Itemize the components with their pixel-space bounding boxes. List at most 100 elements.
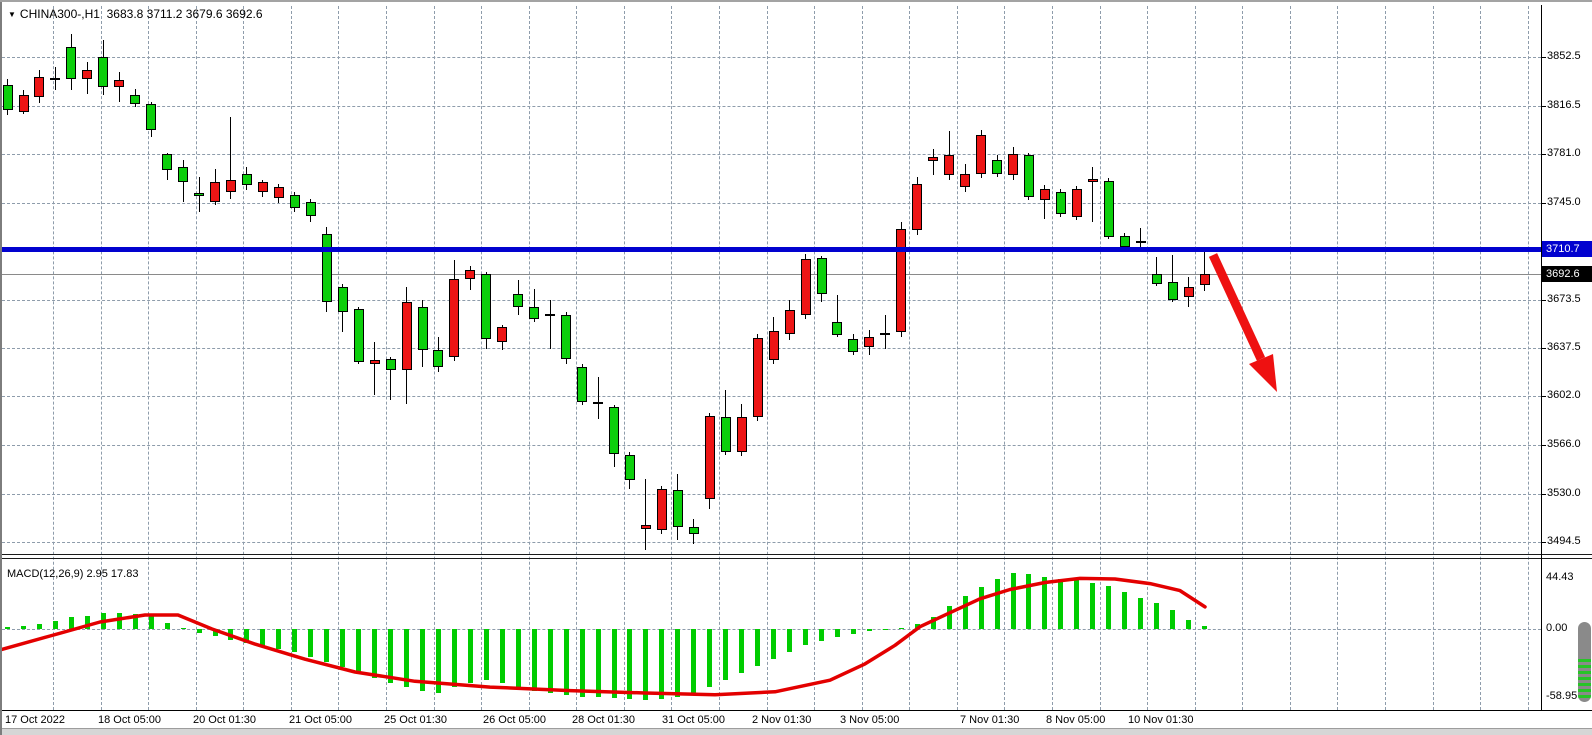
vertical-gridline (1004, 6, 1006, 710)
horizontal-gridline (2, 105, 1541, 107)
candle-body (114, 80, 125, 87)
chart-header: ▼ CHINA300-,H1 3683.8 3711.2 3679.6 3692.… (8, 7, 263, 21)
candle-body (864, 337, 875, 347)
candle-body (960, 174, 971, 187)
candle-body (784, 309, 795, 334)
candle-body (337, 286, 348, 312)
macd-histogram-bar (531, 629, 537, 691)
vertical-gridline (386, 6, 387, 710)
macd-histogram-bar (675, 629, 681, 697)
macd-histogram-bar (803, 629, 808, 646)
price-tick-mark (1541, 445, 1546, 447)
price-tick-mark (1541, 542, 1546, 543)
right-edge-meter[interactable] (1578, 622, 1591, 702)
vertical-gridline (1432, 6, 1434, 710)
vertical-gridline (148, 6, 150, 710)
macd-histogram-bar (611, 629, 617, 698)
vertical-gridline (1194, 6, 1196, 710)
candle-body (1039, 189, 1050, 200)
candle-wick (1172, 254, 1174, 302)
macd-histogram-bar (755, 629, 761, 667)
horizontal-gridline (2, 299, 1541, 301)
vertical-gridline (528, 6, 530, 710)
candle-body (449, 278, 460, 357)
candle-body (66, 47, 77, 80)
candle-body (273, 186, 284, 198)
macd-histogram-bar (1074, 580, 1080, 629)
candle-wick (230, 117, 232, 199)
candle-body (225, 180, 236, 192)
candle-body (417, 306, 428, 350)
candle-body (130, 94, 141, 104)
vertical-gridline (1147, 6, 1149, 710)
macd-axis-zero: 0.00 (1546, 622, 1568, 634)
candle-wick (884, 314, 886, 349)
price-tick-mark (1541, 396, 1546, 398)
vertical-gridline (1480, 6, 1482, 710)
macd-histogram-bar (212, 629, 218, 636)
vertical-gridline (290, 6, 292, 710)
candle-body (656, 488, 667, 530)
vertical-gridline (861, 6, 863, 710)
panel-separator-top[interactable] (0, 554, 1592, 555)
candle-body (624, 454, 635, 480)
candle-body (1103, 181, 1114, 237)
price-tick-label: 3781.0 (1547, 146, 1581, 159)
candle-body (529, 306, 540, 319)
vertical-gridline (623, 6, 625, 710)
candle-wick (836, 294, 838, 337)
vertical-gridline (1527, 6, 1529, 710)
time-axis-line (0, 710, 1592, 711)
candle-body (912, 183, 923, 230)
candle-body (736, 416, 747, 452)
time-tick-label: 17 Oct 2022 (5, 714, 65, 726)
macd-histogram-bar (1026, 574, 1032, 629)
panel-separator-bottom[interactable] (0, 558, 1592, 559)
price-tick-mark (1541, 348, 1546, 350)
macd-histogram-bar (340, 629, 346, 668)
candle-body (385, 358, 396, 370)
candle-body (305, 202, 316, 216)
candle-body (289, 194, 300, 208)
header-ohlc-values: 3683.8 3711.2 3679.6 3692.6 (106, 7, 263, 21)
price-tick-label: 3816.5 (1547, 98, 1581, 111)
symbol-dropdown-icon[interactable]: ▼ (8, 10, 16, 19)
time-tick-label: 20 Oct 01:30 (193, 714, 256, 726)
macd-histogram-bar (372, 629, 378, 678)
macd-histogram-bar (1058, 579, 1064, 629)
horizontal-level-line[interactable] (0, 247, 1541, 252)
vertical-gridline (1289, 6, 1291, 710)
macd-histogram-bar (1122, 591, 1128, 629)
macd-histogram-bar (36, 624, 42, 629)
price-tick-label: 3566.0 (1547, 438, 1581, 451)
macd-histogram-bar (196, 629, 202, 633)
price-tick-mark (1541, 105, 1546, 107)
macd-histogram-bar (627, 629, 633, 699)
macd-histogram-bar (1154, 603, 1160, 629)
candle-body (146, 104, 157, 130)
macd-histogram-bar (1186, 619, 1191, 629)
window-left-edge (0, 2, 2, 735)
macd-histogram-bar (467, 629, 473, 683)
candle-wick (1092, 167, 1094, 222)
macd-histogram-bar (563, 629, 569, 696)
symbol-period-label: CHINA300-,H1 (19, 7, 100, 21)
horizontal-gridline (2, 542, 1541, 543)
time-tick-label: 25 Oct 01:30 (384, 714, 447, 726)
candle-body (257, 181, 268, 192)
candle-wick (1044, 184, 1046, 219)
down-arrow-annotation[interactable] (1200, 242, 1320, 402)
macd-histogram-bar (308, 629, 314, 657)
meter-level-stripes (1578, 659, 1591, 699)
price-tick-mark (1541, 153, 1546, 155)
vertical-gridline (576, 6, 578, 710)
candle-body (928, 157, 939, 161)
candle-body (593, 401, 603, 404)
current-price-line (0, 274, 1541, 275)
candle-body (194, 193, 204, 196)
macd-histogram-bar (691, 629, 697, 693)
macd-histogram-bar (707, 629, 713, 688)
candle-body (433, 349, 444, 367)
candle-body (545, 313, 556, 317)
price-tick-mark (1541, 493, 1546, 495)
